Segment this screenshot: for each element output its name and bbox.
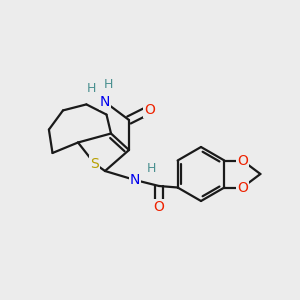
Text: O: O — [154, 200, 164, 214]
Text: O: O — [145, 103, 155, 116]
Text: N: N — [100, 95, 110, 109]
Text: S: S — [90, 157, 99, 170]
Text: H: H — [103, 77, 113, 91]
Text: O: O — [237, 154, 248, 167]
Text: N: N — [130, 173, 140, 187]
Text: H: H — [147, 161, 156, 175]
Text: O: O — [237, 181, 248, 194]
Text: H: H — [87, 82, 96, 95]
